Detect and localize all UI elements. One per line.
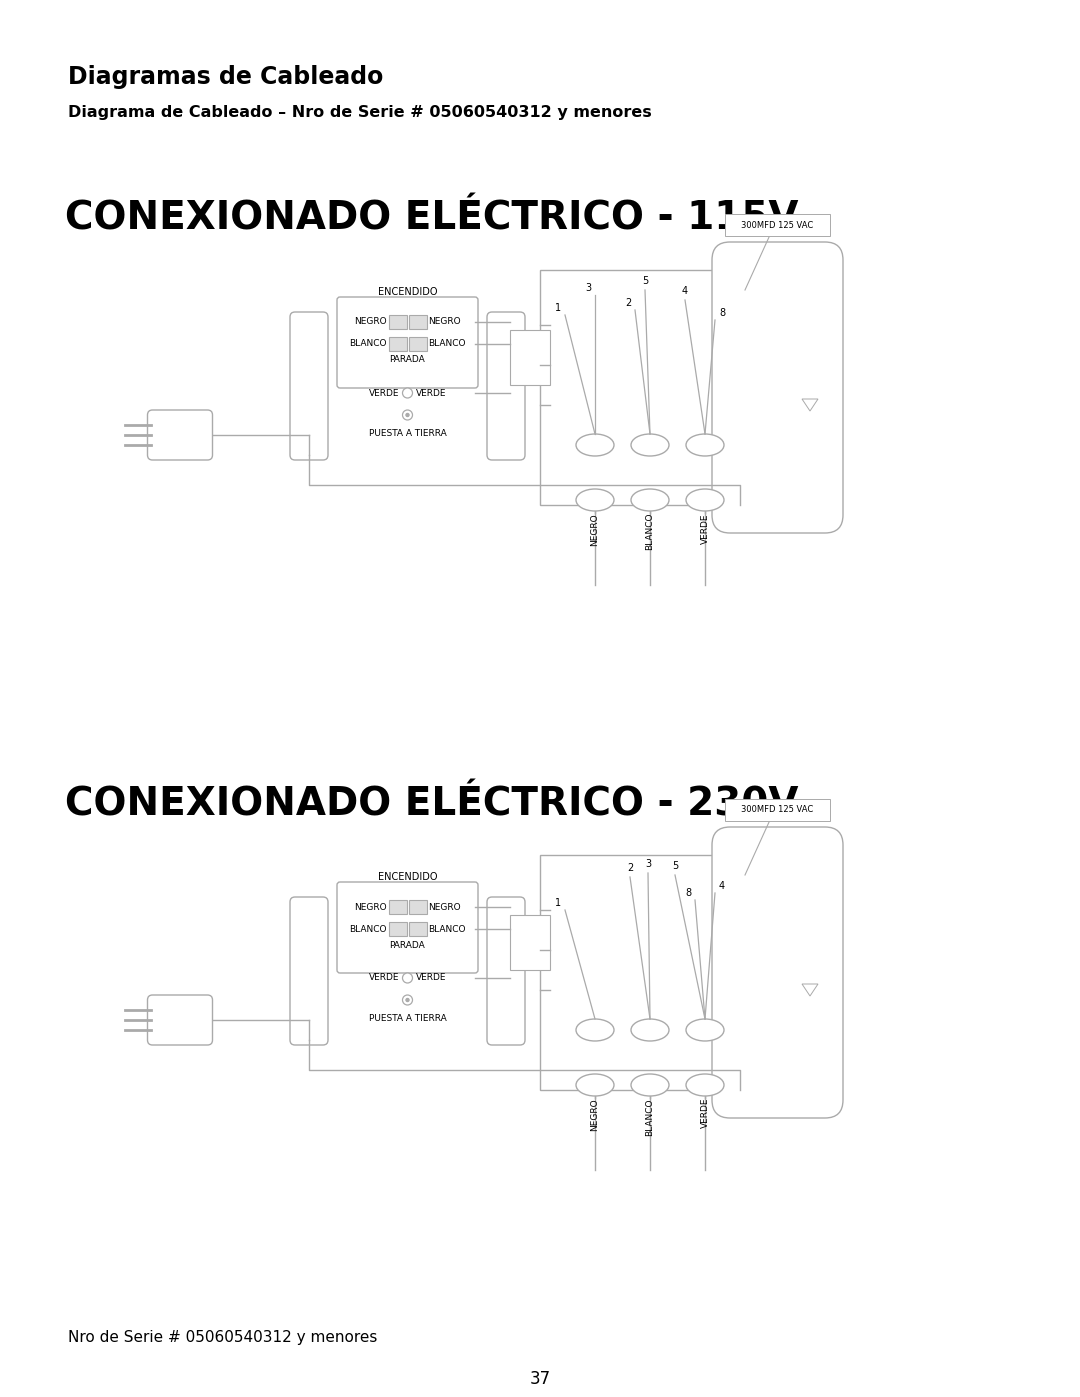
- Text: VERDE: VERDE: [369, 388, 400, 398]
- Ellipse shape: [631, 1018, 669, 1041]
- Ellipse shape: [576, 489, 615, 511]
- Ellipse shape: [631, 1074, 669, 1097]
- Circle shape: [406, 414, 409, 416]
- Text: PARADA: PARADA: [390, 355, 426, 365]
- Text: PUESTA A TIERRA: PUESTA A TIERRA: [368, 1014, 446, 1023]
- FancyBboxPatch shape: [148, 995, 213, 1045]
- Bar: [408, 900, 427, 914]
- Text: 5: 5: [642, 277, 648, 286]
- Bar: [725, 799, 831, 821]
- Text: Diagrama de Cableado – Nro de Serie # 05060540312 y menores: Diagrama de Cableado – Nro de Serie # 05…: [68, 105, 651, 120]
- Text: BLANCO: BLANCO: [646, 513, 654, 550]
- Text: 8: 8: [719, 307, 725, 319]
- FancyBboxPatch shape: [337, 298, 478, 388]
- Text: 2: 2: [624, 298, 631, 307]
- Bar: [389, 314, 406, 330]
- Ellipse shape: [631, 489, 669, 511]
- Text: NEGRO: NEGRO: [354, 902, 387, 911]
- Circle shape: [403, 388, 413, 398]
- Text: NEGRO: NEGRO: [429, 902, 461, 911]
- Text: NEGRO: NEGRO: [429, 317, 461, 327]
- FancyBboxPatch shape: [291, 897, 328, 1045]
- Ellipse shape: [631, 434, 669, 455]
- Text: CONEXIONADO ELÉCTRICO - 230V: CONEXIONADO ELÉCTRICO - 230V: [65, 785, 798, 823]
- Text: VERDE: VERDE: [416, 388, 446, 398]
- Text: PUESTA A TIERRA: PUESTA A TIERRA: [368, 429, 446, 439]
- Text: BLANCO: BLANCO: [646, 1098, 654, 1136]
- Circle shape: [403, 409, 413, 420]
- Text: 1: 1: [555, 303, 561, 313]
- Circle shape: [406, 999, 409, 1002]
- Text: BLANCO: BLANCO: [429, 339, 465, 348]
- Ellipse shape: [576, 1074, 615, 1097]
- Text: NEGRO: NEGRO: [354, 317, 387, 327]
- Text: 1: 1: [555, 898, 561, 908]
- Text: NEGRO: NEGRO: [591, 1098, 599, 1130]
- Circle shape: [403, 972, 413, 983]
- Text: 2: 2: [626, 863, 633, 873]
- FancyBboxPatch shape: [148, 409, 213, 460]
- Text: VERDE: VERDE: [701, 1098, 710, 1129]
- Bar: [408, 337, 427, 351]
- Bar: [389, 922, 406, 936]
- Text: Diagramas de Cableado: Diagramas de Cableado: [68, 66, 383, 89]
- Bar: [725, 214, 831, 236]
- Text: BLANCO: BLANCO: [429, 925, 465, 933]
- Circle shape: [403, 995, 413, 1004]
- Text: 4: 4: [719, 882, 725, 891]
- Bar: [510, 915, 550, 970]
- FancyBboxPatch shape: [291, 312, 328, 460]
- Ellipse shape: [686, 434, 724, 455]
- Bar: [389, 337, 406, 351]
- Text: BLANCO: BLANCO: [349, 339, 387, 348]
- Text: VERDE: VERDE: [701, 513, 710, 543]
- Text: 3: 3: [645, 859, 651, 869]
- Text: 4: 4: [681, 286, 688, 296]
- Polygon shape: [802, 983, 818, 996]
- Text: BLANCO: BLANCO: [349, 925, 387, 933]
- Ellipse shape: [576, 1018, 615, 1041]
- Ellipse shape: [686, 1074, 724, 1097]
- FancyBboxPatch shape: [712, 242, 843, 534]
- Text: VERDE: VERDE: [369, 974, 400, 982]
- Text: 300MFD 125 VAC: 300MFD 125 VAC: [741, 806, 813, 814]
- Bar: [540, 270, 730, 504]
- FancyBboxPatch shape: [487, 897, 525, 1045]
- Text: 300MFD 125 VAC: 300MFD 125 VAC: [741, 221, 813, 229]
- Text: NEGRO: NEGRO: [591, 513, 599, 546]
- Ellipse shape: [576, 434, 615, 455]
- Text: ENCENDIDO: ENCENDIDO: [378, 286, 437, 298]
- Text: 8: 8: [685, 888, 691, 898]
- Bar: [510, 330, 550, 386]
- Text: 37: 37: [529, 1370, 551, 1389]
- Ellipse shape: [686, 1018, 724, 1041]
- Bar: [540, 855, 730, 1090]
- Polygon shape: [802, 400, 818, 411]
- Text: 5: 5: [672, 861, 678, 870]
- Bar: [408, 314, 427, 330]
- Text: ENCENDIDO: ENCENDIDO: [378, 872, 437, 882]
- FancyBboxPatch shape: [712, 827, 843, 1118]
- FancyBboxPatch shape: [337, 882, 478, 972]
- Bar: [408, 922, 427, 936]
- Text: Nro de Serie # 05060540312 y menores: Nro de Serie # 05060540312 y menores: [68, 1330, 377, 1345]
- Text: CONEXIONADO ELÉCTRICO - 115V: CONEXIONADO ELÉCTRICO - 115V: [65, 200, 798, 237]
- FancyBboxPatch shape: [487, 312, 525, 460]
- Bar: [389, 900, 406, 914]
- Text: PARADA: PARADA: [390, 940, 426, 950]
- Text: 3: 3: [585, 284, 591, 293]
- Ellipse shape: [686, 489, 724, 511]
- Text: VERDE: VERDE: [416, 974, 446, 982]
